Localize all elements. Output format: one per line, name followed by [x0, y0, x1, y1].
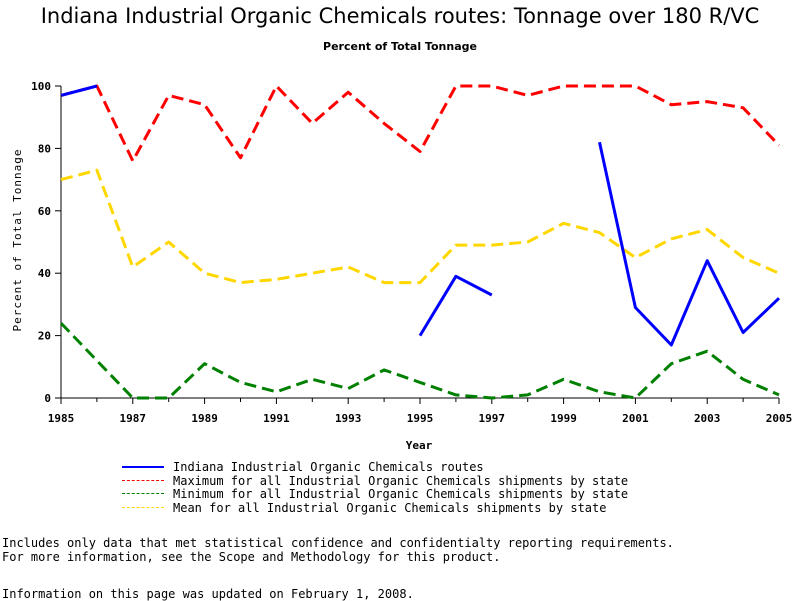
x-tick-label-2003: 2003 — [694, 412, 721, 425]
footnotes: Includes only data that met statistical … — [2, 536, 674, 564]
series-line-indiana-segment-2 — [420, 276, 492, 335]
x-tick-label-1987: 1987 — [120, 412, 147, 425]
x-tick-label-2005: 2005 — [766, 412, 793, 425]
series-line-indiana-segment-1 — [61, 86, 97, 95]
footnote-line-2: For more information, see the Scope and … — [2, 550, 674, 564]
series-line-mean — [61, 170, 779, 282]
legend-label-maximum: Maximum for all Industrial Organic Chemi… — [173, 474, 628, 488]
x-tick-label-1991: 1991 — [263, 412, 290, 425]
legend-label-indiana: Indiana Industrial Organic Chemicals rou… — [173, 460, 484, 474]
y-tick-label-0: 0 — [44, 392, 51, 405]
legend-label-minimum: Minimum for all Industrial Organic Chemi… — [173, 487, 628, 501]
legend: Indiana Industrial Organic Chemicals rou… — [122, 461, 628, 515]
x-tick-label-1999: 1999 — [550, 412, 577, 425]
legend-label-mean: Mean for all Industrial Organic Chemical… — [173, 501, 606, 515]
y-axis-label: Percent of Total Tonnage — [11, 149, 24, 332]
x-tick-label-1989: 1989 — [191, 412, 218, 425]
series-line-maximum — [61, 86, 779, 161]
legend-item-minimum: Minimum for all Industrial Organic Chemi… — [122, 488, 628, 502]
line-chart: 0 20 40 60 80 100 1985 1987 1989 1991 1993 1995 1997… — [0, 0, 800, 460]
legend-swatch-mean — [122, 507, 164, 508]
legend-item-maximum: Maximum for all Industrial Organic Chemi… — [122, 475, 628, 489]
x-tick-label-1995: 1995 — [407, 412, 434, 425]
legend-swatch-indiana — [122, 466, 164, 468]
legend-item-indiana: Indiana Industrial Organic Chemicals rou… — [122, 461, 628, 475]
x-tick-label-1993: 1993 — [335, 412, 362, 425]
series-line-indiana-segment-3 — [600, 142, 780, 345]
legend-swatch-maximum — [122, 480, 164, 481]
y-tick-label-60: 60 — [38, 205, 51, 218]
updated-notice: Information on this page was updated on … — [2, 587, 414, 601]
legend-item-mean: Mean for all Industrial Organic Chemical… — [122, 502, 628, 516]
x-tick-label-2001: 2001 — [622, 412, 649, 425]
legend-swatch-minimum — [122, 493, 164, 494]
x-axis-label: Year — [406, 439, 433, 452]
footnote-line-1: Includes only data that met statistical … — [2, 536, 674, 550]
y-tick-label-100: 100 — [31, 80, 51, 93]
y-tick-label-40: 40 — [38, 267, 51, 280]
y-tick-label-80: 80 — [38, 142, 51, 155]
x-tick-label-1985: 1985 — [48, 412, 75, 425]
x-tick-label-1997: 1997 — [479, 412, 506, 425]
y-tick-label-20: 20 — [38, 330, 51, 343]
